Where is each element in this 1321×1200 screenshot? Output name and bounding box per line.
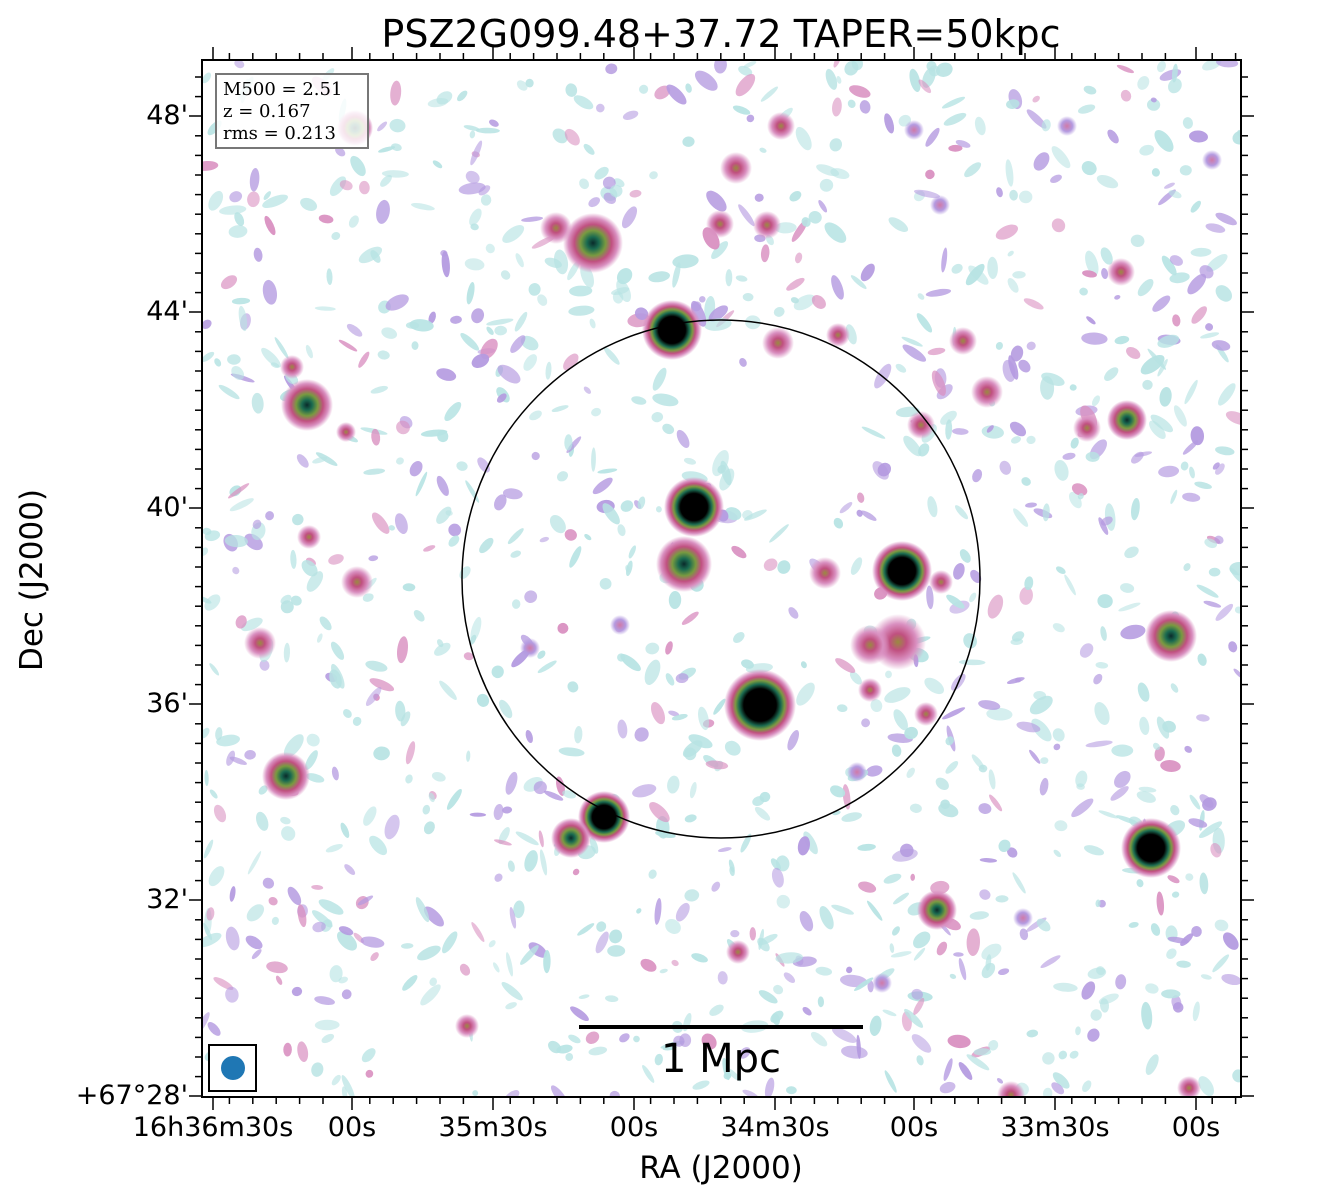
info-line-redshift: z = 0.167 (223, 101, 311, 122)
scale-bar-label: 1 Mpc (661, 1036, 781, 1082)
x-tick-label: 16h36m30s (133, 1112, 294, 1143)
y-tick-label: 40' (146, 492, 188, 523)
x-tick-label: 33m30s (1000, 1112, 1109, 1143)
y-tick-label: 36' (146, 688, 188, 719)
info-line-rms: rms = 0.213 (223, 123, 336, 144)
beam-box (208, 1044, 257, 1092)
info-line-mass: M500 = 2.51 (223, 79, 342, 100)
x-axis-label: RA (J2000) (639, 1150, 803, 1186)
y-axis-label: Dec (J2000) (14, 489, 50, 671)
x-tick-label: 35m30s (438, 1112, 547, 1143)
info-box: M500 = 2.51 z = 0.167 rms = 0.213 (215, 73, 369, 149)
y-tick-label: 32' (146, 884, 188, 915)
x-tick-label: 00s (610, 1112, 658, 1143)
y-tick-label: 44' (146, 296, 188, 327)
x-tick-label: 00s (890, 1112, 938, 1143)
plot-title: PSZ2G099.48+37.72 TAPER=50kpc (381, 12, 1060, 56)
scale-bar: 1 Mpc (579, 1025, 863, 1082)
x-tick-label: 00s (328, 1112, 376, 1143)
axis-ticks (189, 47, 1254, 1110)
y-tick-label: +67°28' (76, 1080, 188, 1111)
map-image (202, 60, 1241, 1097)
x-tick-label: 34m30s (720, 1112, 829, 1143)
beam-ellipse (221, 1056, 245, 1080)
y-tick-label: 48' (146, 100, 188, 131)
r500-circle (461, 319, 981, 839)
x-tick-label: 00s (1172, 1112, 1220, 1143)
